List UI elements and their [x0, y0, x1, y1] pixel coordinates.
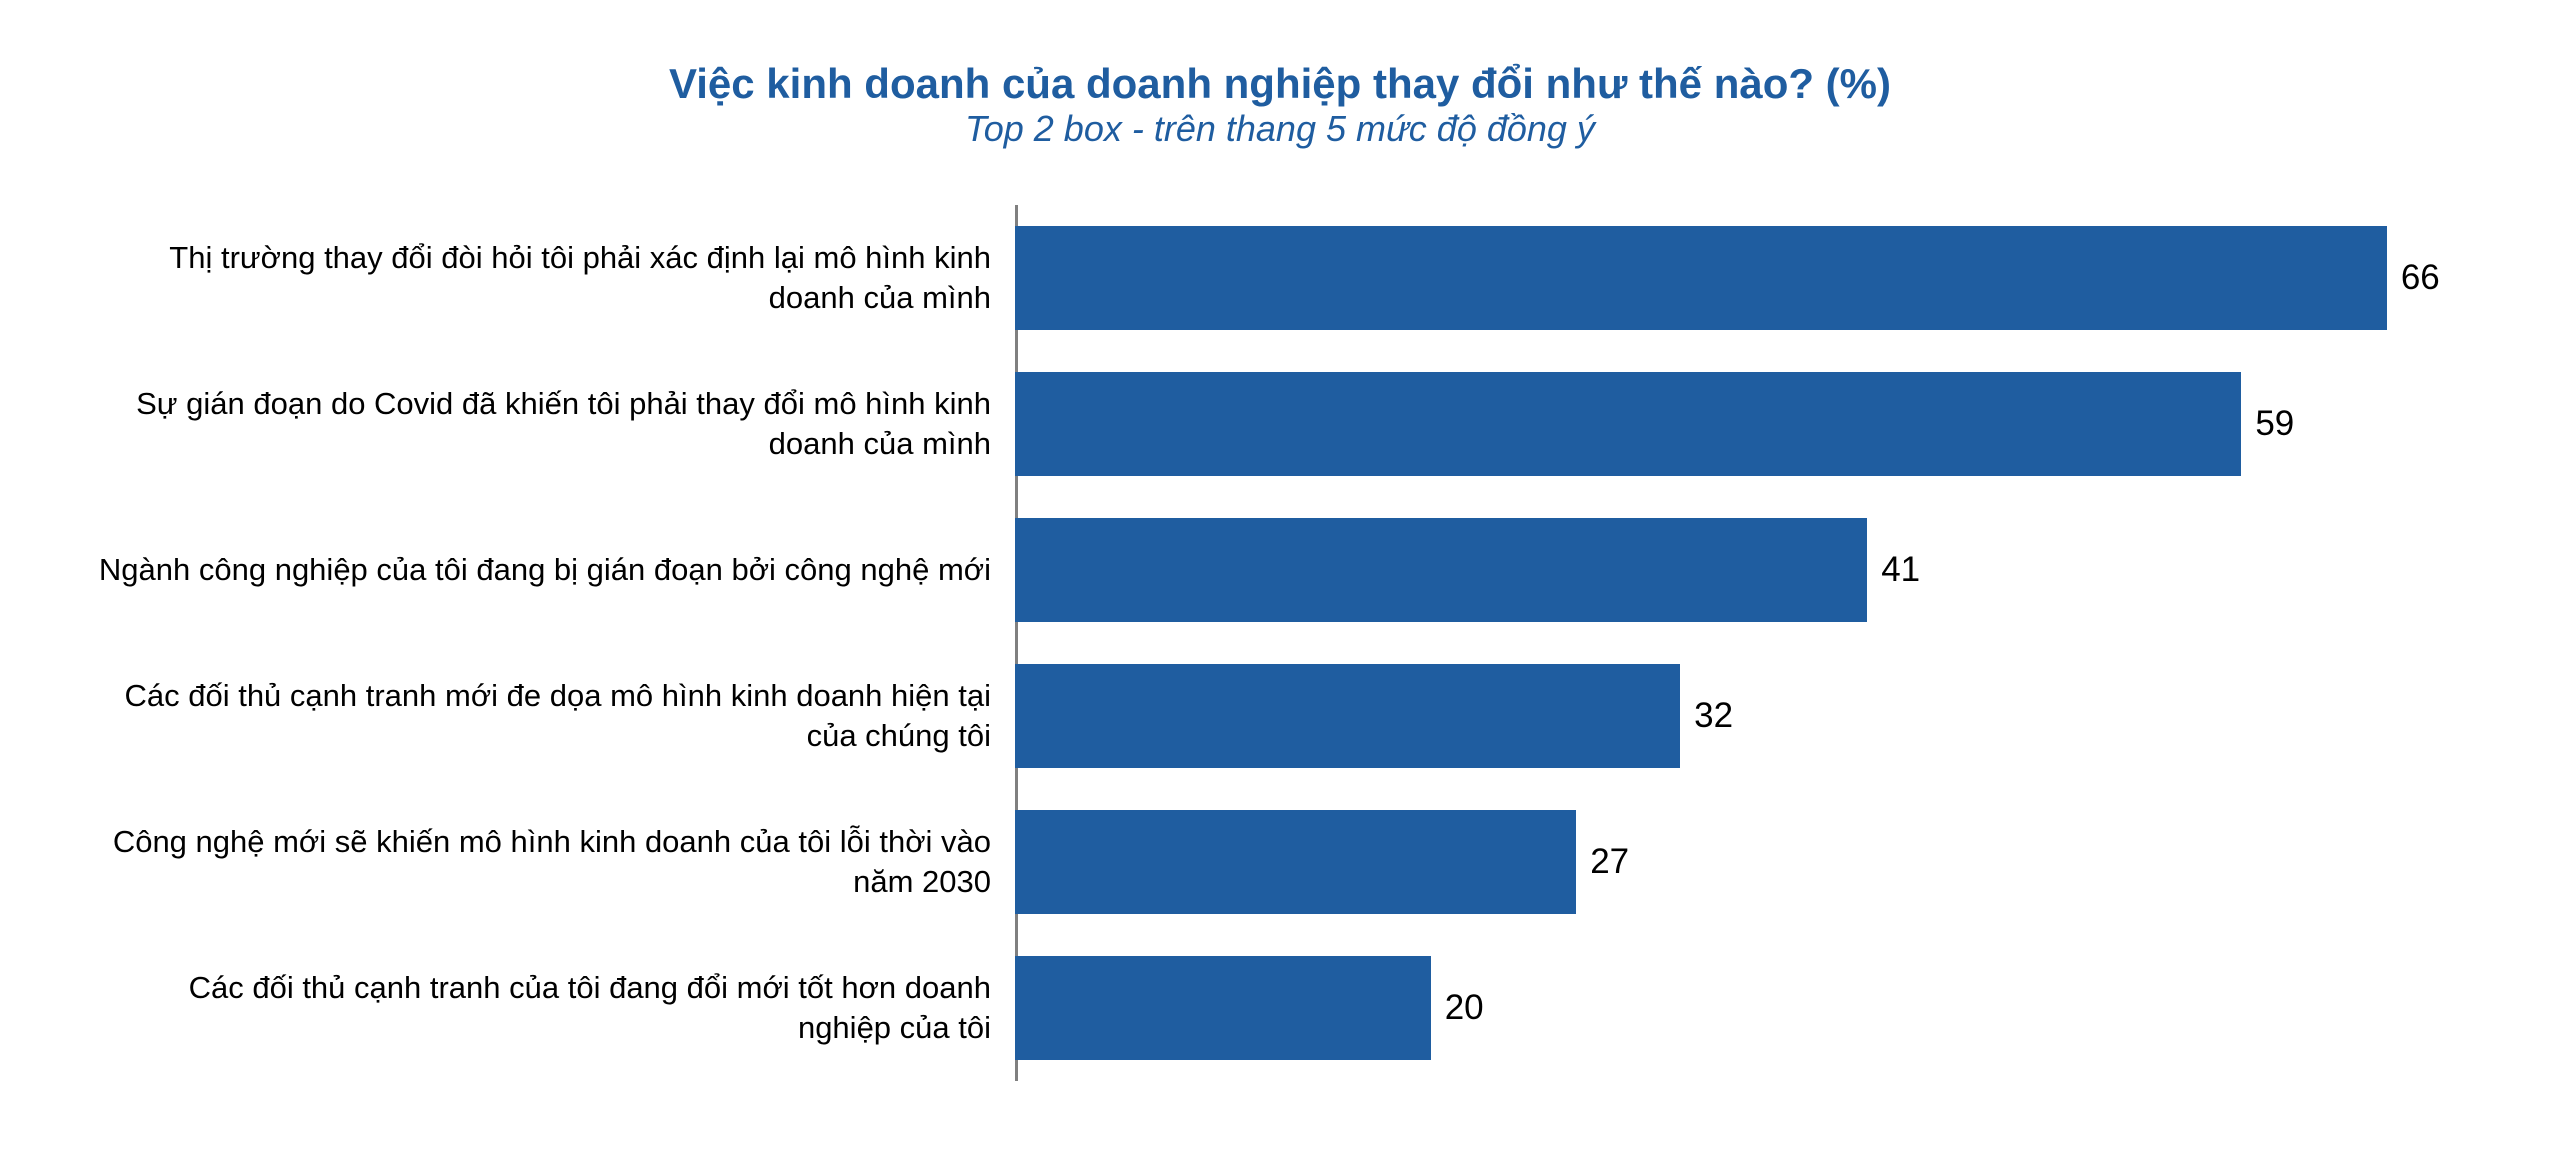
bar-value: 32	[1694, 696, 1733, 736]
bar-value: 27	[1590, 842, 1629, 882]
chart-area: Thị trường thay đổi đòi hỏi tôi phải xác…	[90, 205, 2470, 1081]
chart-subtitle: Top 2 box - trên thang 5 mức độ đồng ý	[90, 108, 2470, 150]
bar-label: Ngành công nghiệp của tôi đang bị gián đ…	[90, 550, 1015, 590]
bar-row: Ngành công nghiệp của tôi đang bị gián đ…	[90, 497, 2470, 643]
bar-cell: 41	[1015, 497, 2470, 643]
bar-cell: 27	[1015, 789, 2470, 935]
bar-label: Các đối thủ cạnh tranh mới đe dọa mô hìn…	[90, 676, 1015, 757]
bar-label: Công nghệ mới sẽ khiến mô hình kinh doan…	[90, 822, 1015, 903]
bar-value: 20	[1445, 988, 1484, 1028]
bar-value: 41	[1881, 550, 1920, 590]
bar-row: Thị trường thay đổi đòi hỏi tôi phải xác…	[90, 205, 2470, 351]
bar-cell: 66	[1015, 205, 2470, 351]
bar	[1015, 956, 1431, 1060]
bar-cell: 20	[1015, 935, 2470, 1081]
bar-value: 66	[2401, 258, 2440, 298]
bar	[1015, 372, 2241, 476]
bar-cell: 32	[1015, 643, 2470, 789]
bar-row: Công nghệ mới sẽ khiến mô hình kinh doan…	[90, 789, 2470, 935]
bar-cell: 59	[1015, 351, 2470, 497]
chart-title: Việc kinh doanh của doanh nghiệp thay đổ…	[90, 60, 2470, 108]
bar-label: Các đối thủ cạnh tranh của tôi đang đổi …	[90, 968, 1015, 1049]
bar	[1015, 810, 1576, 914]
bar	[1015, 226, 2387, 330]
bar-label: Thị trường thay đổi đòi hỏi tôi phải xác…	[90, 238, 1015, 319]
bar	[1015, 518, 1867, 622]
bar-row: Các đối thủ cạnh tranh mới đe dọa mô hìn…	[90, 643, 2470, 789]
bar-label: Sự gián đoạn do Covid đã khiến tôi phải …	[90, 384, 1015, 465]
bar-row: Các đối thủ cạnh tranh của tôi đang đổi …	[90, 935, 2470, 1081]
bar-rows-container: Thị trường thay đổi đòi hỏi tôi phải xác…	[90, 205, 2470, 1081]
bar	[1015, 664, 1680, 768]
bar-value: 59	[2255, 404, 2294, 444]
bar-row: Sự gián đoạn do Covid đã khiến tôi phải …	[90, 351, 2470, 497]
